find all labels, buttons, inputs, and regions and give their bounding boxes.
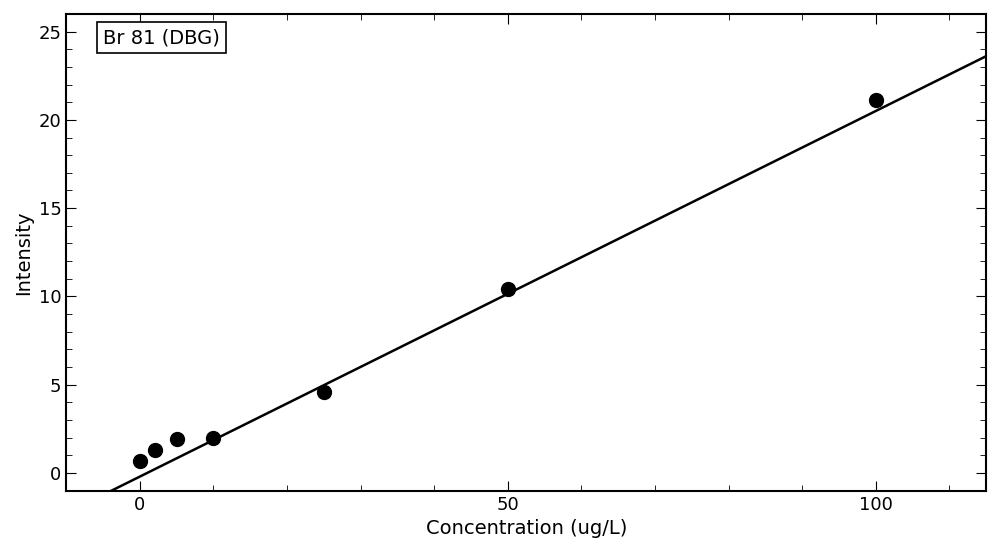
- Point: [169, 435, 185, 444]
- Point: [868, 96, 884, 105]
- Text: Br 81 (DBG): Br 81 (DBG): [103, 28, 220, 47]
- Point: [147, 445, 163, 454]
- Y-axis label: Intensity: Intensity: [14, 210, 33, 295]
- Point: [316, 388, 332, 396]
- Point: [205, 433, 221, 442]
- Point: [132, 457, 148, 465]
- X-axis label: Concentration (ug/L): Concentration (ug/L): [426, 519, 627, 538]
- Point: [500, 285, 516, 294]
